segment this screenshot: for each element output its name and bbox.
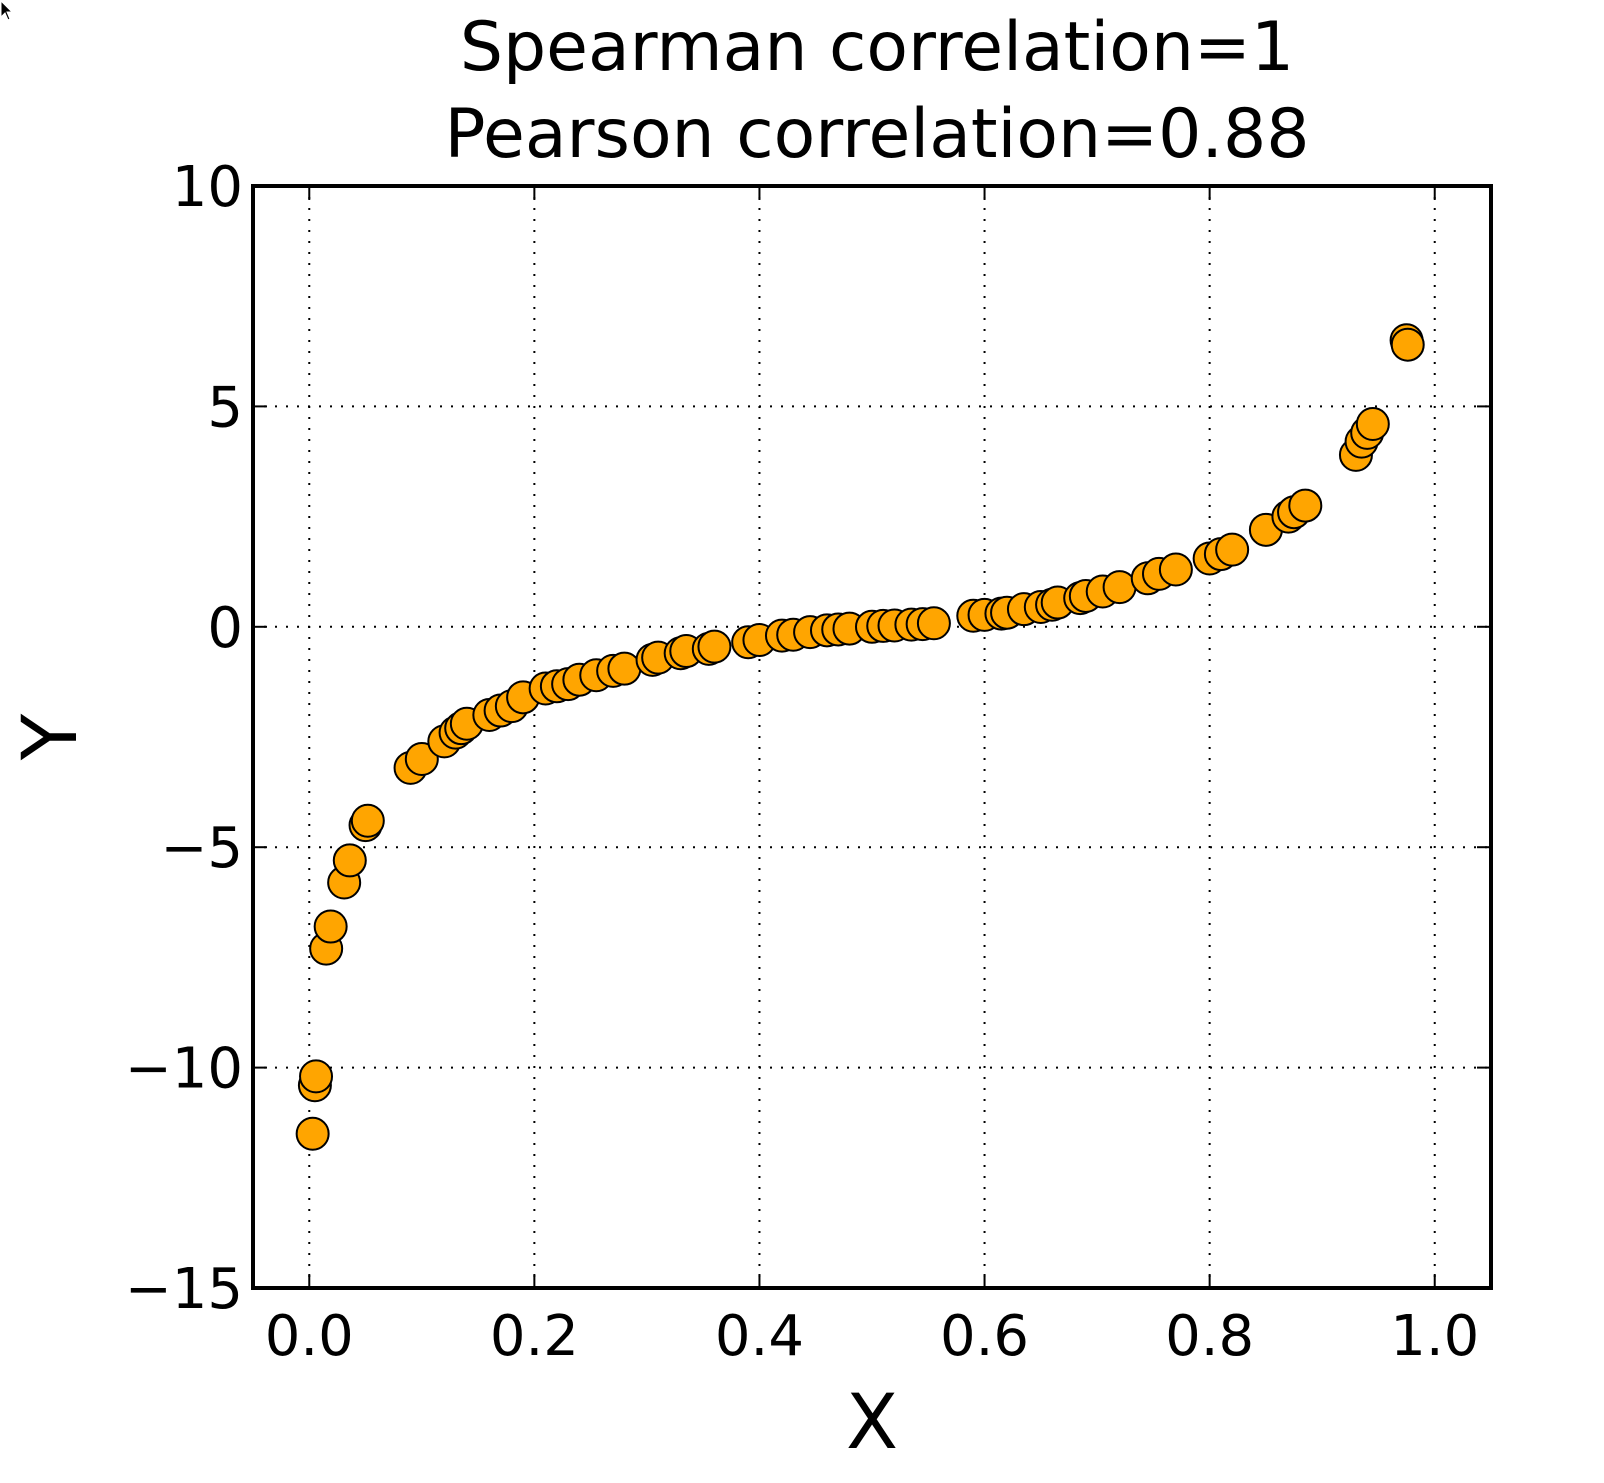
- scatter-point: [404, 742, 439, 777]
- scatter-point: [607, 651, 642, 686]
- chart-title-line-2: Pearson correlation=0.88: [444, 95, 1309, 174]
- y-tick-label: −10: [125, 1037, 243, 1102]
- scatter-point: [350, 803, 385, 838]
- mouse-cursor-icon: [0, 0, 14, 21]
- scatter-point: [1102, 570, 1137, 605]
- y-axis-label: Y: [5, 713, 94, 761]
- x-tick-label: 1.0: [1390, 1304, 1479, 1369]
- scatter-point: [1355, 407, 1390, 442]
- y-tick-label: −15: [125, 1257, 243, 1322]
- scatter-point: [1390, 327, 1425, 362]
- y-tick-label: 10: [172, 155, 243, 220]
- data-points: [295, 323, 1425, 1151]
- scatter-point: [313, 909, 348, 944]
- y-tick-label: 0: [207, 596, 243, 661]
- x-tick-label: 0.0: [265, 1304, 354, 1369]
- y-tick-label: −5: [160, 816, 243, 881]
- scatter-point: [295, 1116, 330, 1151]
- scatter-point: [332, 843, 367, 878]
- grid-lines: [253, 185, 1491, 1289]
- plot-frame: [251, 184, 1493, 1290]
- x-tick-label: 0.2: [490, 1304, 579, 1369]
- scatter-point: [1215, 532, 1250, 567]
- chart-title-line-1: Spearman correlation=1: [460, 8, 1294, 87]
- axis-ticks: 0.0 0.2 0.4 0.6 0.8 1.0 −15 −10 −5 0 5 10: [125, 155, 1491, 1369]
- scatter-point: [916, 606, 951, 641]
- y-tick-label: 5: [207, 375, 243, 440]
- scatter-point: [299, 1059, 334, 1094]
- scatter-point: [697, 629, 732, 664]
- scatter-point: [1288, 488, 1323, 523]
- x-axis-label: X: [846, 1377, 898, 1466]
- scatter-point: [1158, 552, 1193, 587]
- x-tick-label: 0.4: [715, 1304, 804, 1369]
- x-tick-label: 0.6: [940, 1304, 1029, 1369]
- x-tick-label: 0.8: [1165, 1304, 1254, 1369]
